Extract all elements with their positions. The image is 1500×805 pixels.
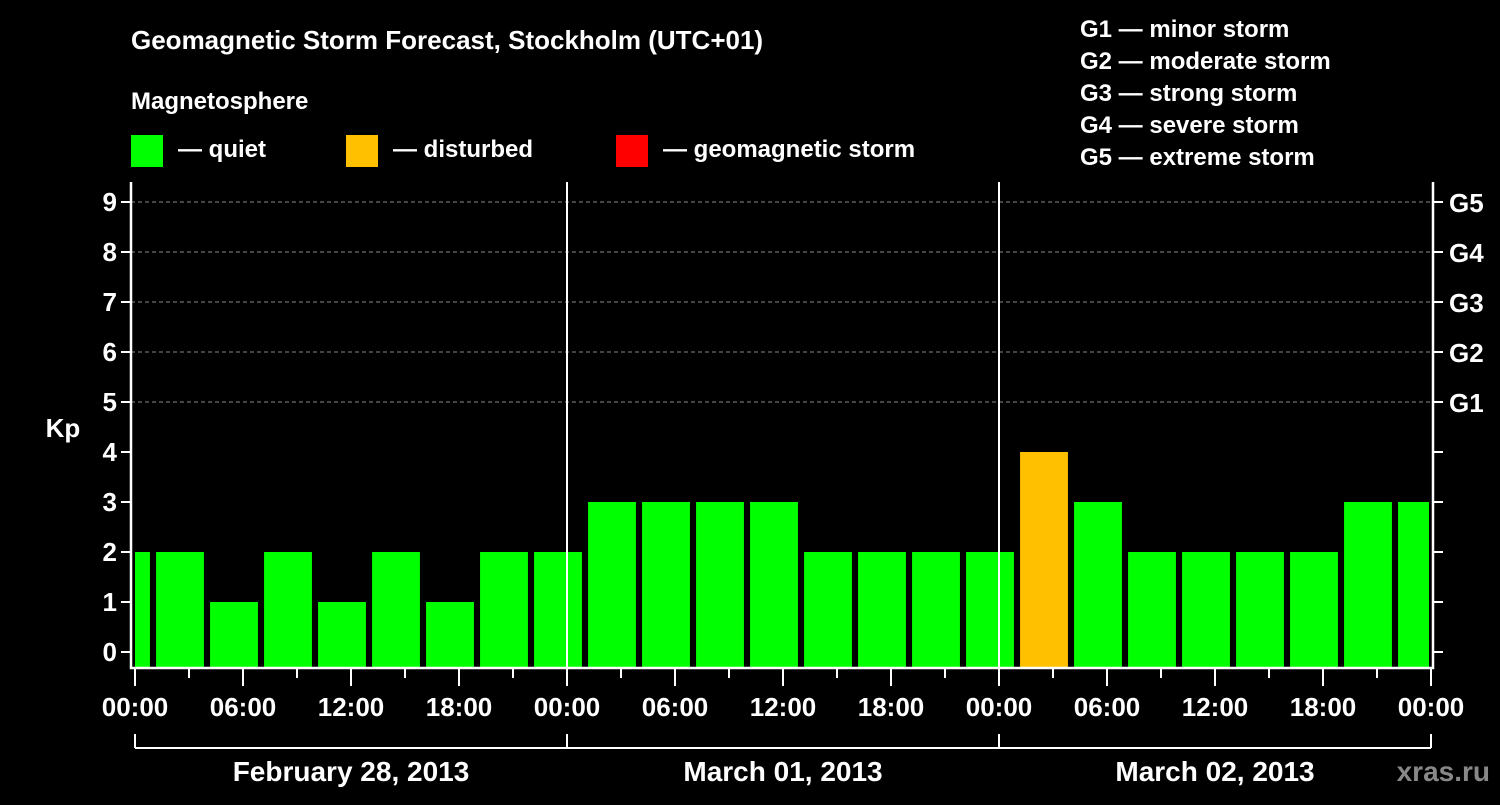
- storm-scale-item: G5 — extreme storm: [1080, 144, 1315, 171]
- kp-bar: [966, 552, 1014, 668]
- y-tick-label: 7: [103, 287, 117, 317]
- kp-bar: [1074, 502, 1122, 668]
- legend-label: — geomagnetic storm: [663, 136, 915, 163]
- y-tick-label: 9: [103, 187, 117, 217]
- day-label: March 01, 2013: [683, 756, 882, 787]
- storm-scale-item: G2 — moderate storm: [1080, 48, 1331, 75]
- kp-bar: [156, 552, 204, 668]
- x-tick-label: 18:00: [426, 692, 493, 722]
- chart-title: Geomagnetic Storm Forecast, Stockholm (U…: [131, 25, 763, 55]
- kp-bar: [1236, 552, 1284, 668]
- kp-bar: [1344, 502, 1392, 668]
- y-tick-label: 0: [103, 637, 117, 667]
- y-tick-label: 1: [103, 587, 117, 617]
- kp-bar: [210, 602, 258, 668]
- storm-scale-item: G1 — minor storm: [1080, 16, 1289, 43]
- storm-scale-item: G3 — strong storm: [1080, 80, 1297, 107]
- y-tick-label: 2: [103, 537, 117, 567]
- y-tick-label: 5: [103, 387, 117, 417]
- day-label: February 28, 2013: [233, 756, 470, 787]
- g-scale-label: G2: [1449, 338, 1484, 368]
- g-scale-label: G1: [1449, 388, 1484, 418]
- y-tick-label: 4: [103, 437, 118, 467]
- x-tick-label: 00:00: [102, 692, 169, 722]
- kp-bar: [264, 552, 312, 668]
- x-tick-label: 00:00: [534, 692, 601, 722]
- y-tick-label: 6: [103, 337, 117, 367]
- legend-swatch: [616, 135, 648, 167]
- kp-bar: [1398, 502, 1429, 668]
- day-label: March 02, 2013: [1115, 756, 1314, 787]
- kp-bar: [372, 552, 420, 668]
- x-tick-label: 18:00: [1290, 692, 1357, 722]
- kp-bar: [858, 552, 906, 668]
- x-tick-label: 12:00: [1182, 692, 1249, 722]
- kp-bar: [1020, 452, 1068, 668]
- x-tick-label: 00:00: [966, 692, 1033, 722]
- storm-scale-item: G4 — severe storm: [1080, 112, 1299, 139]
- kp-bar: [912, 552, 960, 668]
- g-scale-label: G4: [1449, 238, 1484, 268]
- x-tick-label: 06:00: [210, 692, 277, 722]
- legend-swatch: [131, 135, 163, 167]
- kp-bar: [135, 552, 150, 668]
- kp-bar: [588, 502, 636, 668]
- legend-swatch: [346, 135, 378, 167]
- legend-label: — disturbed: [393, 136, 533, 163]
- y-axis-label: Kp: [46, 413, 81, 443]
- x-tick-label: 12:00: [750, 692, 817, 722]
- kp-bar: [480, 552, 528, 668]
- x-tick-label: 18:00: [858, 692, 925, 722]
- x-tick-label: 12:00: [318, 692, 385, 722]
- kp-bar: [1182, 552, 1230, 668]
- y-tick-label: 8: [103, 237, 117, 267]
- kp-bar: [1290, 552, 1338, 668]
- x-tick-label: 06:00: [1074, 692, 1141, 722]
- kp-bar: [804, 552, 852, 668]
- legend-label: — quiet: [178, 136, 266, 163]
- x-tick-label: 00:00: [1398, 692, 1465, 722]
- kp-bar: [696, 502, 744, 668]
- x-tick-label: 06:00: [642, 692, 709, 722]
- kp-bar: [426, 602, 474, 668]
- g-scale-label: G3: [1449, 288, 1484, 318]
- kp-bar: [534, 552, 582, 668]
- g-scale-label: G5: [1449, 188, 1484, 218]
- kp-bar: [318, 602, 366, 668]
- kp-bar: [1128, 552, 1176, 668]
- kp-bar: [750, 502, 798, 668]
- watermark: xras.ru: [1397, 756, 1490, 787]
- legend-title: Magnetosphere: [131, 88, 308, 115]
- kp-bar: [642, 502, 690, 668]
- y-tick-label: 3: [103, 487, 117, 517]
